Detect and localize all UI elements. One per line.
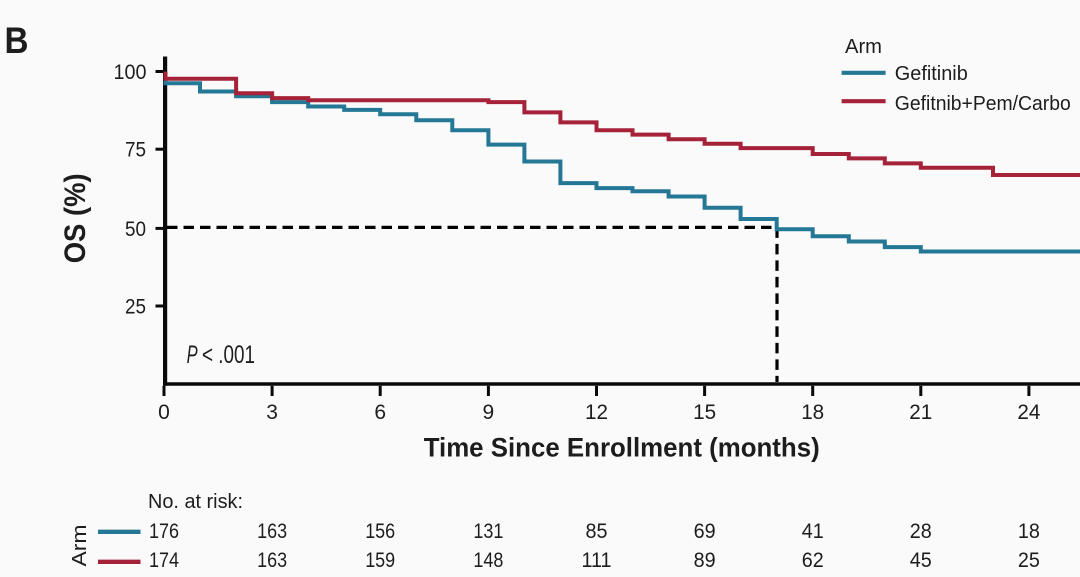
svg-text:B: B <box>5 20 29 61</box>
svg-text:100: 100 <box>114 61 147 84</box>
svg-text:25: 25 <box>125 296 146 319</box>
svg-text:176: 176 <box>149 520 179 543</box>
svg-text:163: 163 <box>257 520 287 543</box>
svg-text:62: 62 <box>802 549 824 572</box>
svg-text:9: 9 <box>483 401 495 424</box>
svg-text:85: 85 <box>586 520 608 543</box>
svg-text:25: 25 <box>1018 549 1040 572</box>
svg-text:111: 111 <box>582 549 612 572</box>
svg-text:No. at risk:: No. at risk: <box>148 490 243 513</box>
svg-text:3: 3 <box>266 401 278 424</box>
svg-text:174: 174 <box>149 549 179 572</box>
svg-text:148: 148 <box>473 549 503 572</box>
svg-text:156: 156 <box>365 520 395 543</box>
svg-text:18: 18 <box>1018 520 1040 543</box>
svg-text:P: P <box>187 341 198 369</box>
svg-text:Gefitinib: Gefitinib <box>895 62 968 85</box>
svg-text:Arm: Arm <box>845 35 882 58</box>
svg-text:0: 0 <box>158 401 170 424</box>
svg-text:89: 89 <box>694 549 716 572</box>
svg-text:50: 50 <box>125 218 146 241</box>
svg-text:163: 163 <box>257 549 287 572</box>
svg-text:24: 24 <box>1017 401 1040 424</box>
svg-text:69: 69 <box>694 520 716 543</box>
svg-text:21: 21 <box>909 401 932 424</box>
svg-text:28: 28 <box>910 520 932 543</box>
svg-text:OS (%): OS (%) <box>59 173 92 263</box>
svg-text:< .001: < .001 <box>202 341 255 369</box>
svg-text:15: 15 <box>693 401 716 424</box>
svg-text:45: 45 <box>910 549 932 572</box>
svg-text:6: 6 <box>374 401 386 424</box>
svg-text:159: 159 <box>365 549 395 572</box>
svg-text:75: 75 <box>125 139 146 162</box>
svg-text:Arm: Arm <box>69 525 91 567</box>
svg-text:41: 41 <box>802 520 824 543</box>
svg-text:18: 18 <box>801 401 824 424</box>
svg-text:131: 131 <box>473 520 503 543</box>
svg-text:Gefitnib+Pem/Carbo: Gefitnib+Pem/Carbo <box>895 92 1071 115</box>
svg-text:12: 12 <box>585 401 608 424</box>
svg-text:Time Since Enrollment (months): Time Since Enrollment (months) <box>424 433 820 463</box>
